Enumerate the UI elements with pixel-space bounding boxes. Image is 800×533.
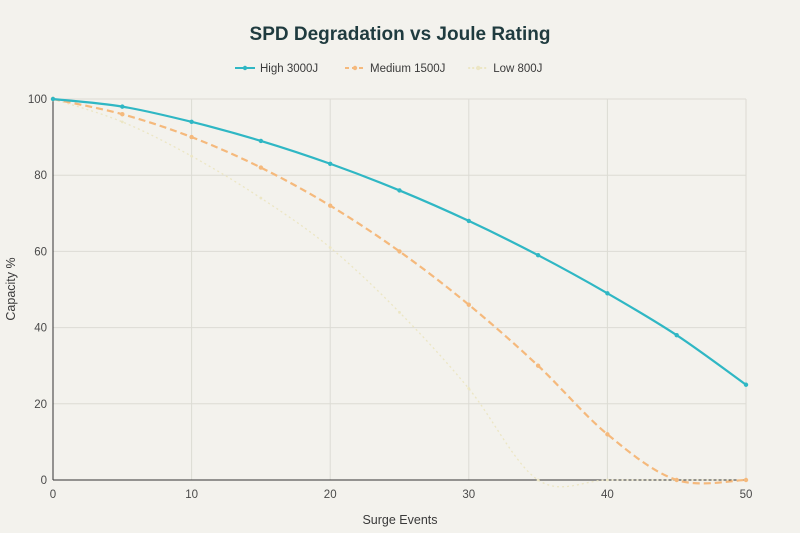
data-point-low-800j (259, 196, 263, 200)
data-point-high-3000j (120, 104, 125, 109)
x-axis-title: Surge Events (362, 513, 437, 527)
data-point-high-3000j (605, 291, 610, 296)
data-point-high-3000j (328, 161, 333, 166)
legend-marker (242, 65, 248, 71)
data-point-medium-1500j (120, 112, 125, 117)
legend-label: Low 800J (493, 63, 542, 75)
y-tick-label: 80 (34, 170, 47, 182)
series-group (50, 96, 749, 488)
legend: High 3000J Medium 1500J Low 800J (235, 63, 542, 75)
data-point-high-3000j (258, 138, 264, 144)
chart-title: SPD Degradation vs Joule Rating (250, 24, 551, 45)
data-point-low-800j (120, 120, 124, 124)
data-point-low-800j (190, 154, 194, 158)
data-point-low-800j (606, 478, 609, 482)
data-point-medium-1500j (674, 477, 679, 483)
grid (53, 98, 747, 480)
y-tick-label: 100 (28, 94, 47, 106)
data-point-low-800j (467, 387, 471, 390)
data-point-medium-1500j (466, 302, 471, 307)
x-tick-label: 30 (462, 489, 475, 501)
y-tick-label: 60 (34, 246, 47, 258)
data-point-high-3000j (674, 333, 679, 338)
x-tick-label: 0 (50, 489, 56, 501)
data-point-high-3000j (50, 96, 56, 102)
legend-label: High 3000J (260, 63, 318, 75)
data-point-medium-1500j (605, 432, 610, 437)
series-line-medium-1500j (52, 97, 747, 485)
y-tick-label: 40 (34, 323, 47, 335)
data-point-high-3000j (535, 253, 541, 258)
y-axis-title: Capacity % (4, 257, 18, 320)
y-tick-label: 20 (34, 399, 47, 411)
legend-item-high-3000j: High 3000J (235, 63, 318, 75)
axes: 0 20 40 60 80 100 0 10 20 30 40 50 (28, 94, 753, 501)
x-tick-label: 10 (185, 489, 198, 501)
data-point-low-800j (328, 246, 332, 249)
data-point-high-3000j (743, 382, 749, 387)
data-point-medium-1500j (258, 165, 264, 170)
series-line-high-3000j (52, 97, 747, 386)
legend-item-medium-1500j: Medium 1500J (345, 63, 445, 75)
x-tick-label: 50 (740, 489, 753, 501)
series-line-low-800j (52, 98, 746, 488)
data-point-medium-1500j (535, 363, 541, 368)
data-point-low-800j (398, 310, 401, 314)
data-point-medium-1500j (397, 249, 402, 254)
x-tick-label: 40 (601, 489, 614, 501)
data-point-medium-1500j (328, 203, 333, 208)
data-point-medium-1500j (743, 477, 749, 483)
data-point-low-800j (536, 478, 540, 482)
data-point-medium-1500j (189, 134, 194, 140)
legend-marker (352, 65, 358, 71)
y-tick-label: 0 (41, 475, 47, 487)
legend-label: Medium 1500J (370, 63, 445, 75)
data-point-high-3000j (397, 188, 402, 193)
legend-item-low-800j: Low 800J (468, 63, 542, 75)
data-point-high-3000j (466, 218, 471, 224)
legend-marker (476, 65, 481, 71)
x-tick-label: 20 (324, 489, 337, 501)
data-point-high-3000j (189, 119, 194, 125)
